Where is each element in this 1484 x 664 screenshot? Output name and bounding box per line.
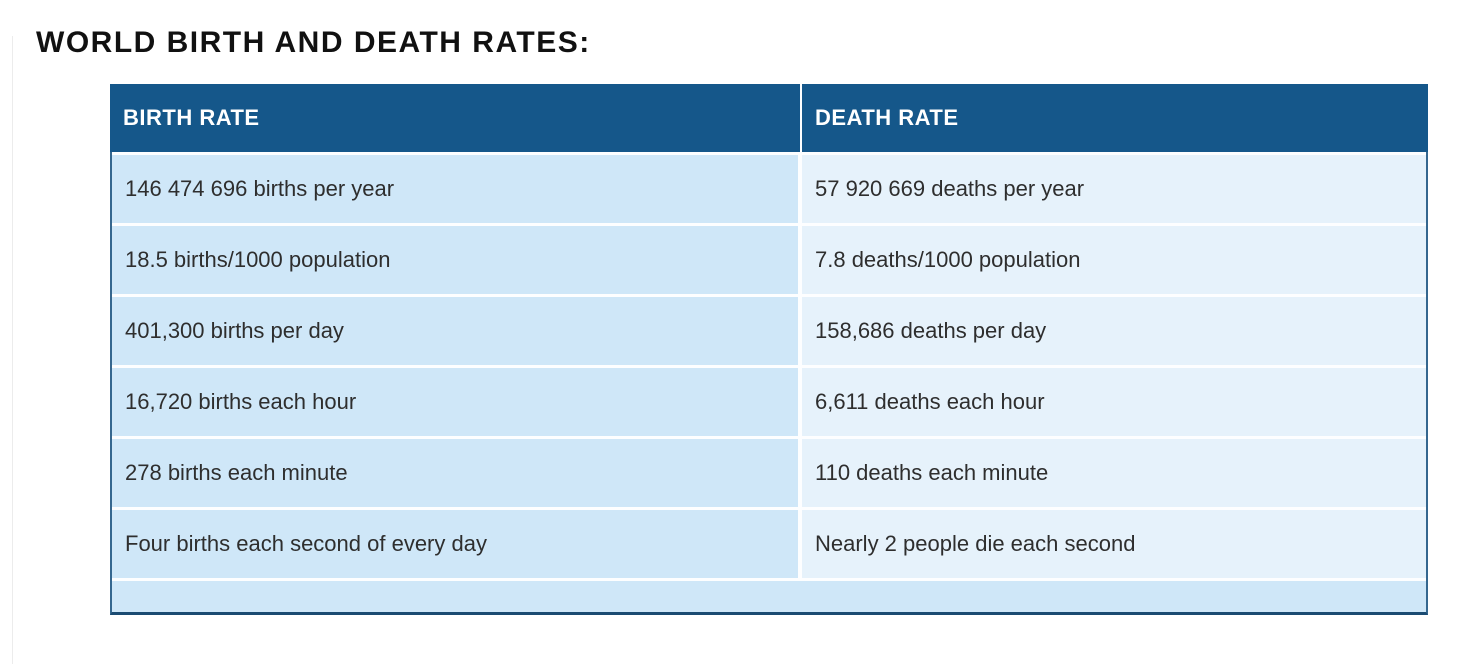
table-row: 401,300 births per day 158,686 deaths pe… [112, 294, 1426, 365]
death-rate-cell: 6,611 deaths each hour [802, 368, 1426, 436]
death-rate-cell: 57 920 669 deaths per year [802, 155, 1426, 223]
table-row: 16,720 births each hour 6,611 deaths eac… [112, 365, 1426, 436]
page-title: WORLD BIRTH AND DEATH RATES: [36, 26, 591, 59]
death-rate-cell: 158,686 deaths per day [802, 297, 1426, 365]
birth-rate-cell: 401,300 births per day [112, 297, 802, 365]
birth-rate-cell: 18.5 births/1000 population [112, 226, 802, 294]
table-body: 146 474 696 births per year 57 920 669 d… [110, 152, 1428, 615]
birth-rate-cell: Four births each second of every day [112, 510, 802, 578]
death-rate-cell: 7.8 deaths/1000 population [802, 226, 1426, 294]
page-edge-line [12, 36, 13, 664]
table-row: Four births each second of every day Nea… [112, 507, 1426, 578]
table-row: 18.5 births/1000 population 7.8 deaths/1… [112, 223, 1426, 294]
table-footer-strip [112, 578, 1426, 612]
death-rate-cell: 110 deaths each minute [802, 439, 1426, 507]
death-rate-cell: Nearly 2 people die each second [802, 510, 1426, 578]
table-row: 278 births each minute 110 deaths each m… [112, 436, 1426, 507]
birth-rate-cell: 146 474 696 births per year [112, 155, 802, 223]
header-cell-birth-rate: BIRTH RATE [110, 84, 802, 152]
birth-rate-cell: 16,720 births each hour [112, 368, 802, 436]
table-header-row: BIRTH RATE DEATH RATE [110, 84, 1428, 152]
table-row: 146 474 696 births per year 57 920 669 d… [112, 152, 1426, 223]
header-cell-death-rate: DEATH RATE [802, 84, 1428, 152]
birth-rate-cell: 278 births each minute [112, 439, 802, 507]
birth-death-table: BIRTH RATE DEATH RATE 146 474 696 births… [110, 84, 1428, 615]
